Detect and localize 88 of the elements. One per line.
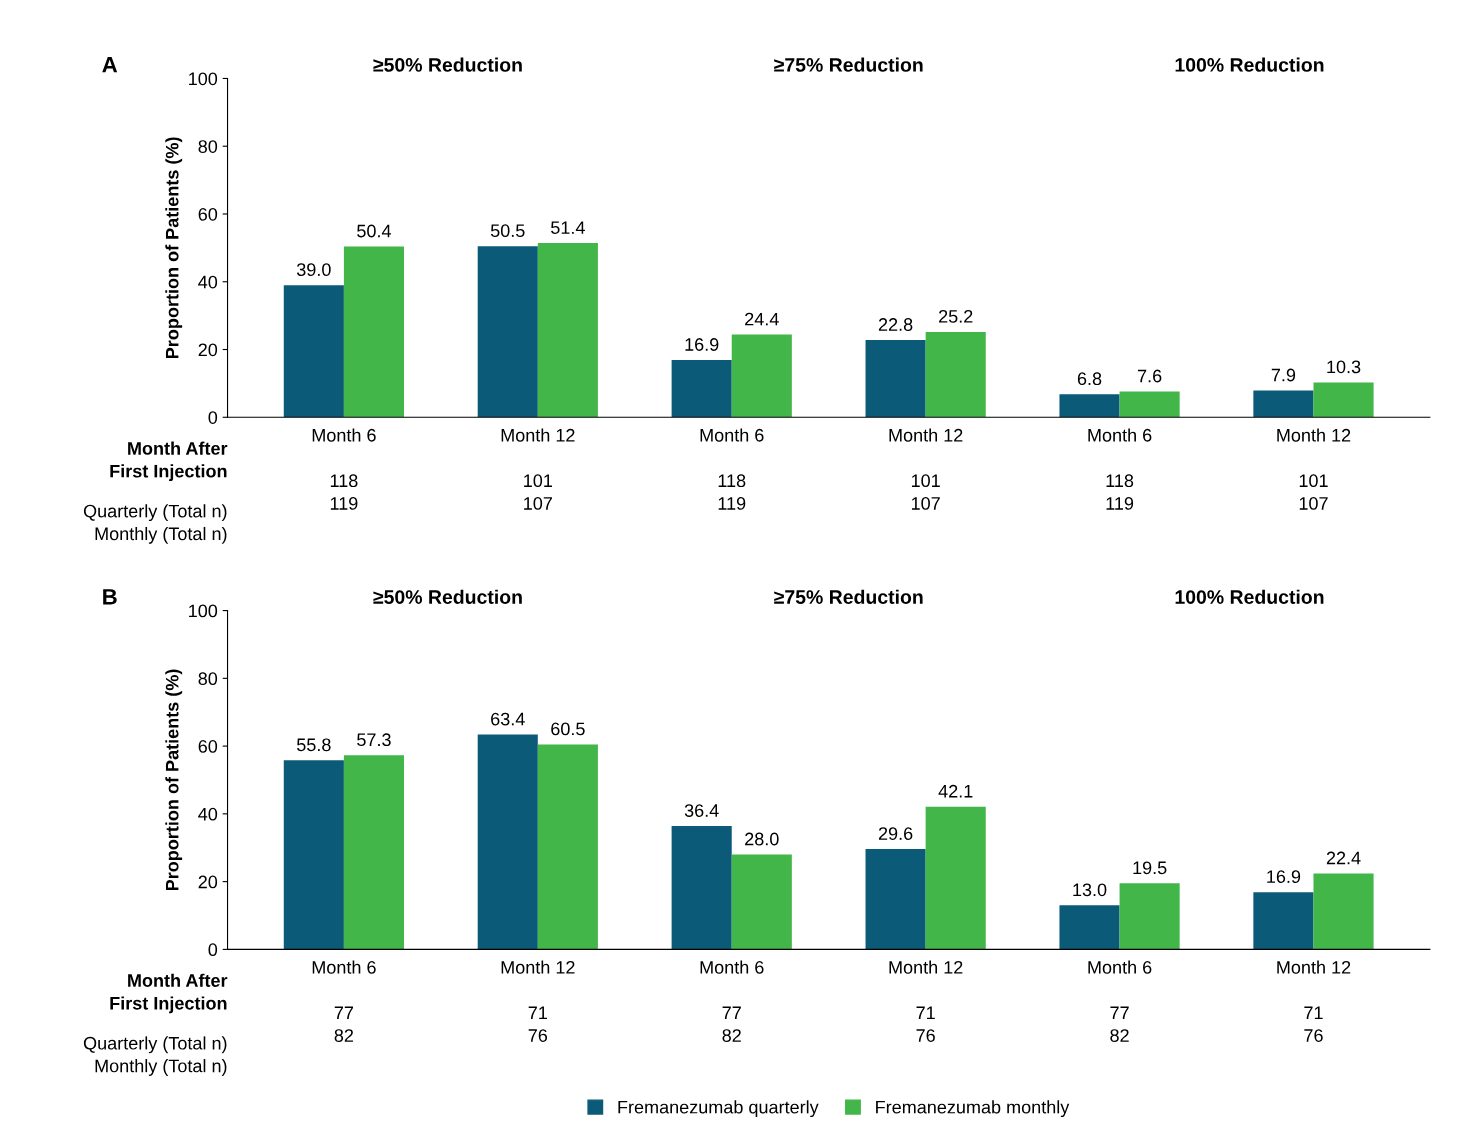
bar [1313, 382, 1374, 418]
bar [537, 243, 598, 418]
category-label: Month 12 101 107 [501, 428, 575, 510]
legend-label: Fremanezumab monthly [876, 1100, 1070, 1118]
data-label: 7.6 [1138, 369, 1162, 383]
data-label: 7.9 [1271, 368, 1296, 382]
category-label: Month 12 101 107 [889, 428, 963, 510]
bar [925, 806, 986, 950]
text: Quarterly (Total n) Monthly (Total n) [83, 1036, 227, 1076]
bar [865, 340, 926, 418]
y-tick-label: 80 [198, 672, 218, 686]
data-label: 55.8 [296, 738, 331, 752]
y-tick-label: 60 [198, 740, 218, 753]
data-label: 39.0 [296, 263, 331, 277]
data-label: 22.4 [1326, 851, 1361, 865]
text: ≥50% Reduction [373, 589, 522, 604]
y-tick-label: 100 [189, 72, 218, 86]
data-label: 57.3 [357, 733, 391, 747]
text: Month After First Injection [110, 973, 228, 1014]
bar [731, 334, 792, 418]
category-label: Month 6 118 119 [700, 428, 764, 510]
data-label: 22.8 [878, 318, 913, 331]
data-label: 25.2 [939, 309, 973, 323]
bar [1253, 892, 1314, 950]
chart-title: B [103, 589, 117, 605]
data-label: 10.3 [1327, 360, 1361, 374]
category-label: Month 6 118 119 [1088, 428, 1152, 510]
data-label: 42.1 [938, 784, 973, 798]
bar [283, 760, 344, 950]
category-label: Month 12 101 107 [1277, 428, 1351, 510]
bar [1119, 391, 1180, 418]
bar [477, 246, 538, 418]
data-label: 51.4 [551, 221, 585, 234]
category-label: Month 6 77 82 [312, 960, 376, 1042]
bar [671, 826, 732, 950]
y-tick-label: 0 [208, 943, 218, 957]
category-label: Month 6 118 119 [312, 428, 376, 510]
y-tick-label: 100 [189, 604, 218, 618]
y-tick-label: 80 [198, 140, 218, 153]
data-label: 24.4 [745, 312, 779, 326]
bar [731, 854, 792, 950]
y-tick-label: 60 [198, 207, 218, 221]
bar [925, 331, 986, 418]
bar [1059, 905, 1120, 950]
text: ≥50% Reduction [373, 57, 522, 72]
legend-label: Fremanezumab quarterly [618, 1100, 819, 1118]
text: 100% Reduction [1175, 57, 1324, 72]
data-label: 36.4 [684, 804, 719, 817]
data-label: 29.6 [878, 827, 913, 840]
category-label: Month 6 77 82 [700, 960, 764, 1042]
bar [1059, 394, 1120, 418]
bar [537, 744, 598, 950]
bar [343, 755, 405, 950]
y-axis-title: Proportion of Patients (%) [165, 669, 183, 891]
bar [671, 360, 732, 418]
bar [1313, 873, 1374, 950]
data-label: 13.0 [1073, 883, 1107, 897]
y-tick-label: 40 [198, 275, 218, 289]
text: ≥75% Reduction [774, 589, 923, 604]
data-label: 16.9 [1267, 870, 1301, 884]
data-label: 63.4 [491, 712, 525, 726]
y-tick-label: 40 [198, 807, 218, 821]
data-label: 19.5 [1133, 861, 1167, 875]
bar [1253, 390, 1314, 418]
data-label: 50.4 [357, 224, 391, 238]
bar [283, 285, 344, 418]
chart-title: A [102, 57, 118, 73]
bar [1119, 883, 1180, 950]
bar [477, 734, 538, 950]
y-tick-label: 20 [198, 343, 218, 357]
data-label: 16.9 [685, 338, 719, 351]
y-axis-title: Proportion of Patients (%) [165, 137, 183, 358]
data-label: 60.5 [551, 722, 585, 736]
y-tick-label: 20 [198, 875, 218, 889]
text: ≥75% Reduction [774, 57, 923, 72]
text: 100% Reduction [1175, 589, 1324, 604]
data-label: 28.0 [745, 832, 779, 846]
data-label: 50.5 [490, 224, 525, 238]
category-label: Month 12 71 76 [889, 960, 963, 1042]
y-tick-label: 0 [208, 411, 218, 424]
data-label: 6.8 [1077, 372, 1102, 386]
text: Month After First Injection [110, 441, 228, 482]
bar [343, 246, 405, 418]
category-label: Month 6 77 82 [1088, 960, 1152, 1042]
bar [865, 849, 926, 950]
category-label: Month 12 71 76 [1277, 960, 1351, 1042]
category-label: Month 12 71 76 [501, 960, 575, 1042]
text: Quarterly (Total n) Monthly (Total n) [83, 504, 227, 544]
